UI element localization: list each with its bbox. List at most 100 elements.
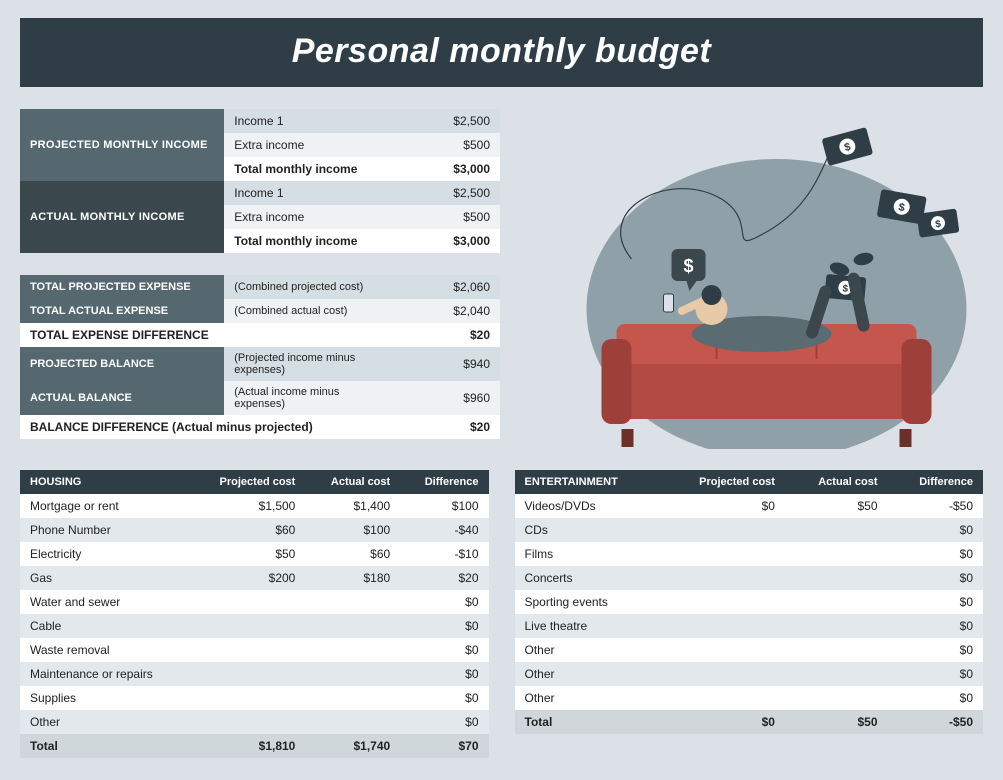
cell: Other [515, 686, 662, 710]
table-row: Videos/DVDs$0$50-$50 [515, 494, 984, 518]
cell: $1,400 [305, 494, 400, 518]
cell [661, 518, 785, 542]
table-row: Sporting events$0 [515, 590, 984, 614]
actual-balance-label: ACTUAL BALANCE [20, 381, 224, 415]
cell: $180 [305, 566, 400, 590]
cell [191, 614, 306, 638]
cell: -$40 [400, 518, 488, 542]
cell: CDs [515, 518, 662, 542]
cell: $1,500 [191, 494, 306, 518]
table-row: Cable $0 [20, 614, 489, 638]
cell: $0 [888, 614, 983, 638]
cell: Maintenance or repairs [20, 662, 191, 686]
cell: $0 [661, 710, 785, 734]
table-row: Gas$200$180$20 [20, 566, 489, 590]
value: $2,500 [388, 181, 500, 205]
cell [661, 614, 785, 638]
cell: Waste removal [20, 638, 191, 662]
cell: $50 [191, 542, 306, 566]
cell: $20 [400, 566, 488, 590]
label: Extra income [224, 205, 387, 229]
label: Income 1 [224, 109, 387, 133]
cell [661, 542, 785, 566]
svg-text:$: $ [683, 256, 693, 276]
value: $3,000 [388, 157, 500, 181]
note: (Actual income minus expenses) [224, 381, 387, 415]
cell: $0 [888, 542, 983, 566]
table-total-row: Total$1,810$1,740$70 [20, 734, 489, 758]
cell: $60 [305, 542, 400, 566]
cell: Live theatre [515, 614, 662, 638]
col-header: Difference [888, 470, 983, 494]
cell: Other [20, 710, 191, 734]
cell: $70 [400, 734, 488, 758]
label: Income 1 [224, 181, 387, 205]
value: $2,500 [388, 109, 500, 133]
cell: $0 [888, 638, 983, 662]
value: $500 [388, 205, 500, 229]
value: $20 [388, 323, 500, 347]
income-summary-table: PROJECTED MONTHLY INCOME Income 1 $2,500… [20, 109, 500, 439]
cell: $0 [888, 686, 983, 710]
col-header: Difference [400, 470, 488, 494]
table-row: Other $0 [20, 710, 489, 734]
cell [305, 638, 400, 662]
cell: Other [515, 638, 662, 662]
table-row: Phone Number$60$100-$40 [20, 518, 489, 542]
value: $20 [388, 415, 500, 439]
cell [305, 662, 400, 686]
cell: $0 [400, 662, 488, 686]
cell: Gas [20, 566, 191, 590]
projected-balance-label: PROJECTED BALANCE [20, 347, 224, 381]
label: Total monthly income [224, 157, 387, 181]
col-header: Projected cost [191, 470, 306, 494]
cell: $0 [400, 710, 488, 734]
cell: Electricity [20, 542, 191, 566]
entertainment-table: ENTERTAINMENT Projected cost Actual cost… [515, 470, 984, 734]
table-row: Live theatre $0 [515, 614, 984, 638]
note: (Combined actual cost) [224, 299, 387, 323]
label: Extra income [224, 133, 387, 157]
table-row: Concerts$0 [515, 566, 984, 590]
cell: -$50 [888, 710, 983, 734]
cell: Total [515, 710, 662, 734]
cell: $0 [888, 566, 983, 590]
cell: -$50 [888, 494, 983, 518]
cell: $50 [785, 494, 888, 518]
table-row: Other $0 [515, 686, 984, 710]
col-header: ENTERTAINMENT [515, 470, 662, 494]
cell: $100 [305, 518, 400, 542]
cell: $0 [400, 686, 488, 710]
col-header: Actual cost [785, 470, 888, 494]
cell: $0 [888, 518, 983, 542]
cell [785, 590, 888, 614]
cell [305, 614, 400, 638]
value: $2,060 [388, 275, 500, 299]
cell [661, 686, 785, 710]
cell: $200 [191, 566, 306, 590]
cell: Cable [20, 614, 191, 638]
total-projected-expense-label: TOTAL PROJECTED EXPENSE [20, 275, 224, 299]
col-header: Actual cost [305, 470, 400, 494]
budget-illustration: $ $ $ $ [520, 109, 983, 452]
cell [191, 590, 306, 614]
cell: Other [515, 662, 662, 686]
cell [191, 638, 306, 662]
table-row: Supplies $0 [20, 686, 489, 710]
cell: $0 [400, 614, 488, 638]
balance-diff-label: BALANCE DIFFERENCE (Actual minus project… [20, 415, 388, 439]
cell: $0 [661, 494, 785, 518]
cell [785, 614, 888, 638]
cell [785, 566, 888, 590]
cell: Phone Number [20, 518, 191, 542]
actual-income-header: ACTUAL MONTHLY INCOME [20, 181, 224, 253]
label: Total monthly income [224, 229, 387, 253]
page-title: Personal monthly budget [20, 18, 983, 87]
value: $960 [388, 381, 500, 415]
cell: Supplies [20, 686, 191, 710]
expense-diff-label: TOTAL EXPENSE DIFFERENCE [20, 323, 388, 347]
cell: Mortgage or rent [20, 494, 191, 518]
cell [305, 590, 400, 614]
cell: $0 [888, 590, 983, 614]
table-row: Water and sewer$0 [20, 590, 489, 614]
